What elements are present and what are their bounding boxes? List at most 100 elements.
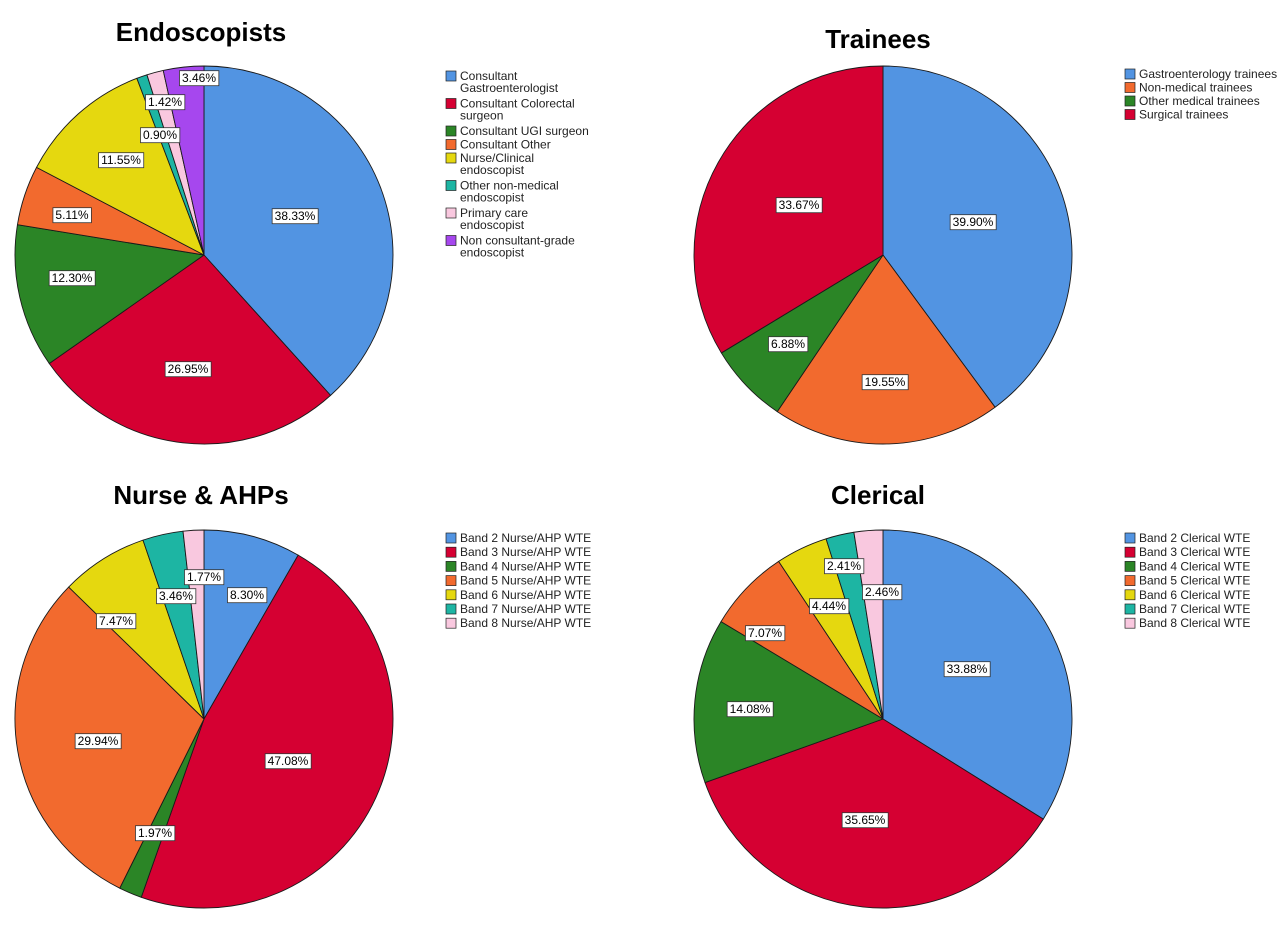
legend-item-consultant-colorectal-surgeon: Consultant Colorectal surgeon [445,97,575,123]
data-label-band-4-clerical-wte: 14.08% [726,701,774,718]
legend-label: Band 7 Clerical WTE [1139,602,1250,616]
legend-swatch [1124,82,1136,93]
pie-slice-non-consultant-grade-endoscopist [162,65,205,256]
legend-item-band-2-nurse-ahp-wte: Band 2 Nurse/AHP WTE [445,531,591,545]
legend-swatch [1124,109,1136,120]
data-label-surgical-trainees: 33.67% [775,197,823,214]
data-label-box [179,70,220,87]
legend-label: Band 4 Clerical WTE [1139,559,1250,573]
data-label-text: 0.90% [143,128,177,142]
legend-label: Other medical trainees [1139,94,1260,108]
chart-title: Clerical [831,480,925,510]
legend-label: Consultant UGI surgeon [460,124,589,138]
legend-label: Band 3 Nurse/AHP WTE [460,545,591,559]
data-label-band-6-nurse-ahp-wte: 7.47% [96,613,137,630]
legend-item-non-medical-trainees: Non-medical trainees [1124,81,1252,95]
data-label-band-2-clerical-wte: 33.88% [943,661,991,678]
data-label-text: 12.30% [52,271,93,285]
data-label-box [164,361,212,378]
legend-item-band-4-nurse-ahp-wte: Band 4 Nurse/AHP WTE [445,559,591,573]
data-label-text: 14.08% [730,702,771,716]
legend-item-band-8-clerical-wte: Band 8 Clerical WTE [1124,616,1250,630]
data-label-band-7-clerical-wte: 2.41% [824,558,865,575]
legend-swatch [445,70,457,82]
data-label-text: 2.41% [827,559,861,573]
data-label-box [96,613,137,630]
data-label-box [775,197,823,214]
data-label-box [264,753,312,770]
data-label-box [949,214,997,231]
data-label-box [227,587,268,604]
data-label-band-8-clerical-wte: 2.46% [862,584,903,601]
legend-swatch [445,546,457,558]
legend-item-band-7-nurse-ahp-wte: Band 7 Nurse/AHP WTE [445,602,591,616]
legend-label: Non-medical trainees [1139,81,1252,95]
legend-label: Consultant Other [460,138,551,152]
data-label-other-medical-trainees: 6.88% [768,336,809,353]
data-label-box [184,569,225,586]
pie-chart-trainees: Trainees 39.90% 19.55% 6.88% 33.67% Gastroent… [693,24,1277,445]
data-label-box [824,558,865,575]
data-label-text: 7.47% [99,614,133,628]
legend-item-band-6-clerical-wte: Band 6 Clerical WTE [1124,588,1250,602]
data-label-non-consultant-grade-endoscopist: 3.46% [179,70,220,87]
data-label-text: 35.65% [845,813,886,827]
legend-swatch [1124,575,1136,586]
legend-swatch [1124,561,1136,572]
legend-swatch [445,589,457,601]
legend-label: Band 5 Clerical WTE [1139,574,1250,588]
pie-slice-consultant-ugi-surgeon [14,224,205,364]
data-label-box [135,825,176,842]
chart-title: Nurse & AHPs [113,480,288,510]
data-label-text: 29.94% [78,734,119,748]
pie-slice-consultant-colorectal-surgeon [48,254,332,445]
legend-swatch [445,98,457,109]
data-label-band-6-clerical-wte: 4.44% [809,598,850,615]
legend-label: Nurse/Clinical endoscopist [460,151,534,177]
data-label-box [140,127,181,144]
data-label-box [52,207,92,224]
legend-item-consultant-ugi-surgeon: Consultant UGI surgeon [445,124,589,138]
legend-item-band-5-clerical-wte: Band 5 Clerical WTE [1124,574,1250,588]
pie-slice-gastroenterology-trainees [882,65,1073,408]
legend-swatch [1124,589,1136,601]
pie-chart-clerical: Clerical 33.88% 35.65% 14.08% 7.07% 4.44% 2.41… [693,480,1250,909]
pie-chart-endoscopists: Endoscopists 38.33% 26.95% 12.30% 5.11% 11.55… [14,17,589,445]
data-label-consultant-other: 5.11% [52,207,92,224]
legend-label: Consultant Colorectal surgeon [460,97,575,123]
legend-item-band-2-clerical-wte: Band 2 Clerical WTE [1124,531,1250,545]
data-label-box [745,625,786,642]
legend-swatch [1124,532,1136,544]
data-label-text: 8.30% [230,588,264,602]
data-label-box [145,94,186,111]
data-label-text: 47.08% [268,754,309,768]
legend-label: Consultant Gastroenterologist [460,69,559,95]
legend-label: Band 6 Clerical WTE [1139,588,1250,602]
legend-label: Gastroenterology trainees [1139,67,1277,81]
data-label-text: 19.55% [865,375,906,389]
legend-item-band-6-nurse-ahp-wte: Band 6 Nurse/AHP WTE [445,588,591,602]
data-label-box [862,584,903,601]
pie-slice-band-8-clerical-wte [853,529,884,720]
legend-label: Non consultant-grade endoscopist [460,234,575,260]
legend-swatch [1124,95,1136,107]
data-label-band-5-clerical-wte: 7.07% [745,625,786,642]
legend-item-band-3-nurse-ahp-wte: Band 3 Nurse/AHP WTE [445,545,591,559]
legend-item-consultant-gastroenterologist: Consultant Gastroenterologist [445,69,559,95]
legend-swatch [445,532,457,544]
legend-swatch [1124,68,1136,80]
pie-slice-non-medical-trainees [776,254,996,445]
data-label-other-non-medical-endoscopist: 0.90% [140,127,181,144]
data-label-text: 2.46% [865,585,899,599]
legend-item-surgical-trainees: Surgical trainees [1124,108,1228,122]
data-label-text: 3.46% [159,589,193,603]
legend-item-band-8-nurse-ahp-wte: Band 8 Nurse/AHP WTE [445,616,591,630]
data-label-box [726,701,774,718]
data-label-text: 33.88% [947,662,988,676]
legend-label: Band 2 Clerical WTE [1139,531,1250,545]
legend-swatch [445,617,457,629]
legend-label: Surgical trainees [1139,108,1228,122]
legend-label: Band 4 Nurse/AHP WTE [460,559,591,573]
